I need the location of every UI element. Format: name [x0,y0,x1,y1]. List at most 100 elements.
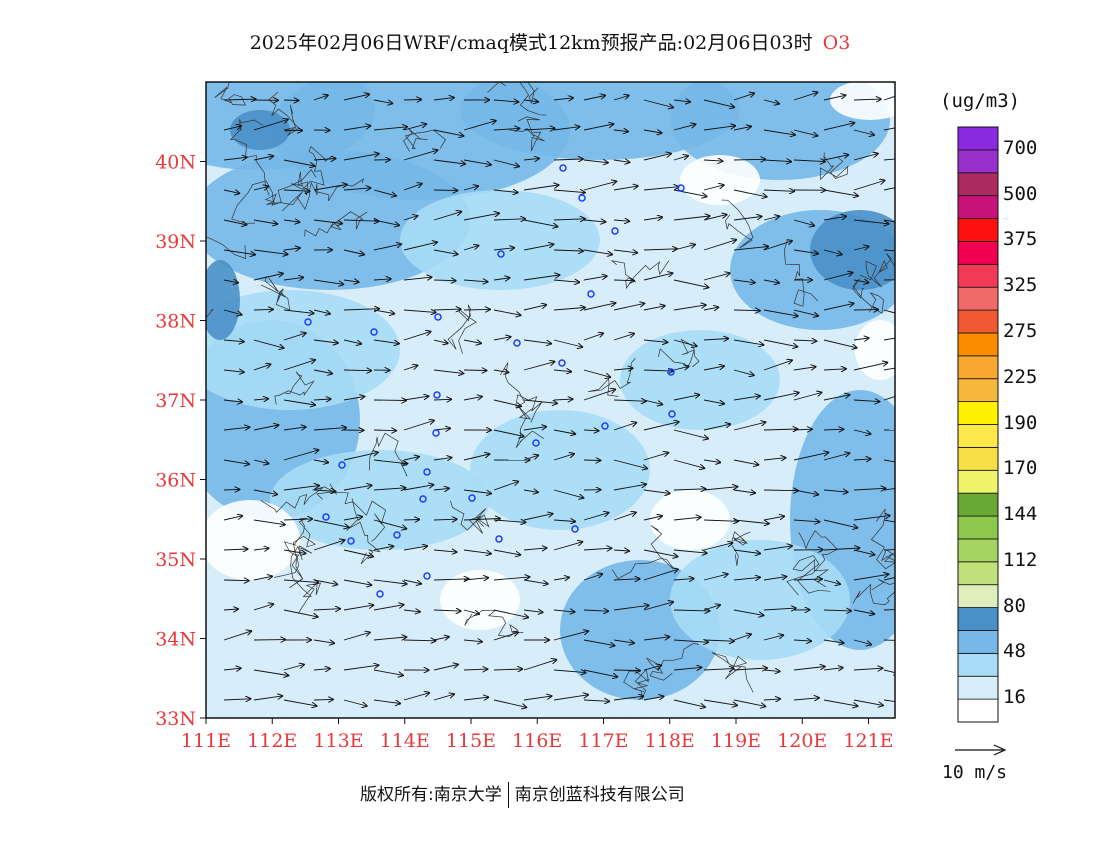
legend-swatch [957,309,999,334]
wind-arrow [703,185,724,191]
legend-label: 500 [1003,182,1038,205]
border-line [304,211,368,237]
wind-arrow [673,549,707,553]
wind-arrow [403,310,436,312]
legend-label: 144 [1003,503,1038,526]
wind-arrow [403,242,437,251]
wind-arrow [553,520,575,522]
wind-arrow [433,579,469,580]
wind-arrow [643,399,662,404]
wind-arrow [523,610,543,612]
wind-arrow [433,488,449,490]
wind-arrow [433,369,463,373]
legend-swatch [957,263,999,288]
x-tick-label: 118E [645,730,695,752]
wind-arrow [463,489,491,494]
wind-arrow [223,157,247,160]
wind-arrow [403,520,419,521]
wind-arrow [763,339,797,347]
wind-arrow [583,124,613,131]
wind-arrow [343,220,379,221]
copyright-right: 南京创蓝科技有限公司 [514,785,685,805]
border-line [792,555,831,594]
station-marker [423,572,431,580]
border-line [646,643,700,681]
wind-arrow [223,609,238,610]
station-marker [432,429,440,437]
wind-arrow [853,549,874,555]
wind-arrow [373,519,406,529]
wind-arrow [253,425,278,431]
wind-arrow [673,245,695,251]
wind-arrow [403,365,417,371]
wind-arrow [703,215,727,221]
wind-arrow [673,279,708,287]
wind-arrow [343,699,367,706]
wind-arrow [793,367,816,370]
x-tick-label: 119E [711,730,761,752]
legend-swatch [957,332,999,357]
wind-arrow [733,549,760,554]
wind-arrow [583,303,615,311]
wind-arrow [553,127,579,131]
wind-arrow [883,459,895,463]
wind-arrow [823,273,853,281]
wind-arrow [613,423,636,431]
wind-arrow [403,640,435,641]
wind-arrow [643,99,673,108]
station-markers [304,164,685,598]
wind-arrow [493,699,526,707]
wind-arrow [493,632,518,641]
wind-arrow [853,668,882,670]
wind-arrow [433,550,457,552]
wind-arrow [733,369,754,375]
wind-arrow [433,519,457,520]
wind-arrow [763,216,779,221]
wind-arrow [793,698,819,700]
wind-arrow [793,489,818,495]
border-line [487,82,547,116]
wind-arrow [343,339,361,344]
wind-arrow [283,159,314,166]
wind-arrow [223,459,249,464]
wind-arrow [343,549,373,557]
legend-swatch [957,172,999,197]
wind-arrow [703,307,718,310]
wind-arrow [523,399,557,403]
wind-arrow [703,240,736,251]
wind-arrow [703,273,730,281]
wind-arrow [253,576,272,581]
wind-arrow [673,156,688,161]
wind-arrow [733,189,767,197]
wind-arrow [673,579,694,580]
field-patch [810,210,895,290]
wind-arrow [343,94,369,101]
legend-unit: (ug/m3) [940,90,1021,112]
wind-arrow [283,360,315,371]
wind-arrow [883,309,895,314]
x-tick-label: 116E [512,730,562,752]
wind-arrow [673,124,696,131]
station-marker [434,313,442,321]
wind-arrow [793,219,814,226]
station-marker [370,328,378,336]
wind-arrow [493,399,521,406]
wind-arrow [763,190,794,191]
wind-arrow [763,99,779,104]
wind-arrow [613,550,629,551]
wind-arrow [793,579,822,580]
legend-label: 112 [1003,548,1038,571]
wind-arrow [823,369,846,370]
x-tick-label: 115E [446,730,496,752]
wind-arrow [463,121,496,131]
wind-arrow [613,334,634,341]
wind-arrow [223,549,248,550]
legend-swatch [957,126,999,151]
legend-label: 48 [1003,640,1026,663]
wind-arrow [733,93,754,101]
station-marker [338,461,346,469]
wind-arrow [733,217,762,221]
wind-arrow [223,340,244,342]
wind-arrow [253,399,268,400]
wind-arrow [373,189,396,196]
